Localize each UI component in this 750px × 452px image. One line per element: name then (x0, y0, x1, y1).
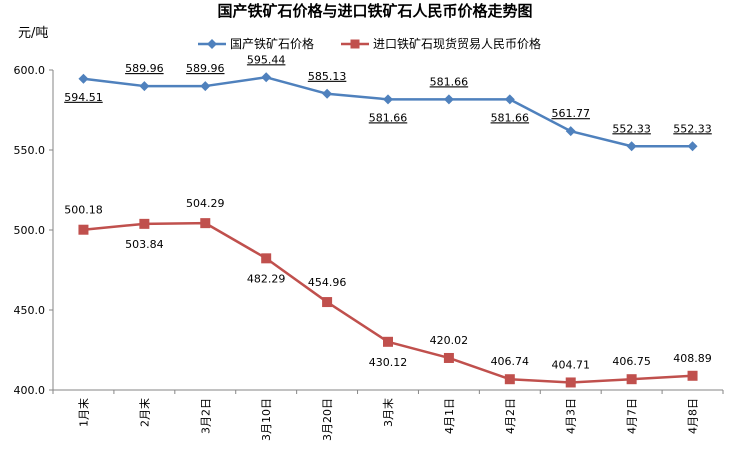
data-label: 594.51 (64, 91, 103, 104)
data-point-diamond (78, 73, 89, 84)
data-point-diamond (139, 81, 150, 92)
data-label: 482.29 (247, 272, 286, 285)
data-point-square (200, 218, 211, 229)
y-tick-label: 600.0 (14, 64, 46, 77)
axes: 400.0 450.0 500.0 550.0 600.0 1月末 2月末 3月2日 3月10日… (14, 64, 724, 441)
data-point-square (443, 352, 454, 363)
data-label: 404.71 (551, 358, 590, 371)
legend-label-domestic: 国产铁矿石价格 (230, 36, 314, 51)
y-tick-label: 400.0 (14, 384, 46, 397)
data-point-diamond (504, 94, 515, 105)
data-label: 585.13 (308, 70, 347, 83)
legend-marker-diamond (207, 39, 217, 49)
data-point-square (261, 253, 272, 264)
data-point-square (687, 370, 698, 381)
x-tick-label: 4月3日 (565, 398, 578, 434)
data-point-square (78, 224, 89, 235)
data-point-square (626, 374, 637, 385)
data-point-diamond (443, 94, 454, 105)
data-label: 406.75 (612, 355, 651, 368)
chart-title: 国产铁矿石价格与进口铁矿石人民币价格走势图 (217, 2, 532, 20)
x-tick-label: 4月2日 (504, 398, 517, 434)
data-label: 552.33 (673, 122, 712, 135)
data-point-diamond (383, 94, 393, 105)
data-point-square (139, 218, 150, 229)
data-point-square (565, 377, 576, 388)
data-label: 589.96 (125, 62, 164, 75)
y-axis-unit-label: 元/吨 (18, 26, 48, 41)
x-tick-label: 3月2日 (199, 398, 212, 434)
data-label: 504.29 (186, 197, 225, 210)
x-tick-label: 4月8日 (687, 398, 700, 434)
data-label: 500.18 (64, 204, 103, 217)
data-point-diamond (626, 141, 637, 152)
data-point-diamond (200, 81, 211, 92)
x-tick-label: 2月末 (137, 398, 151, 427)
data-label: 581.66 (491, 111, 530, 124)
data-label: 454.96 (308, 276, 347, 289)
data-point-diamond (322, 88, 333, 99)
data-point-square (383, 336, 393, 347)
data-label: 430.12 (369, 356, 408, 369)
data-label: 581.66 (369, 111, 408, 124)
data-label: 503.84 (125, 238, 164, 251)
data-label: 589.96 (186, 62, 225, 75)
y-tick-label: 450.0 (14, 304, 46, 317)
series-markers (78, 72, 698, 388)
data-label: 552.33 (612, 122, 651, 135)
x-tick-label: 1月末 (76, 398, 90, 427)
data-label: 420.02 (430, 334, 469, 347)
data-point-diamond (261, 72, 272, 83)
data-labels: 594.51 589.96 589.96 595.44 585.13 581.66 581.… (64, 53, 712, 371)
legend-marker-square (350, 39, 360, 49)
data-point-square (504, 374, 515, 385)
x-tick-label: 3月末 (381, 398, 395, 427)
x-tick-label: 4月1日 (443, 398, 456, 434)
data-label: 595.44 (247, 53, 286, 66)
legend: 国产铁矿石价格 进口铁矿石现货贸易人民币价格 (198, 36, 541, 51)
legend-label-import: 进口铁矿石现货贸易人民币价格 (373, 36, 541, 51)
y-tick-label: 550.0 (14, 144, 46, 157)
data-label: 561.77 (551, 107, 590, 120)
x-tick-label: 3月10日 (260, 398, 273, 441)
y-tick-label: 500.0 (14, 224, 46, 237)
data-point-diamond (687, 141, 698, 152)
data-label: 408.89 (673, 352, 712, 365)
data-point-square (322, 297, 333, 308)
x-tick-label: 3月20日 (321, 398, 334, 441)
data-point-diamond (565, 126, 576, 137)
x-tick-label: 4月7日 (626, 398, 639, 434)
data-label: 406.74 (491, 355, 530, 368)
data-label: 581.66 (430, 75, 469, 88)
